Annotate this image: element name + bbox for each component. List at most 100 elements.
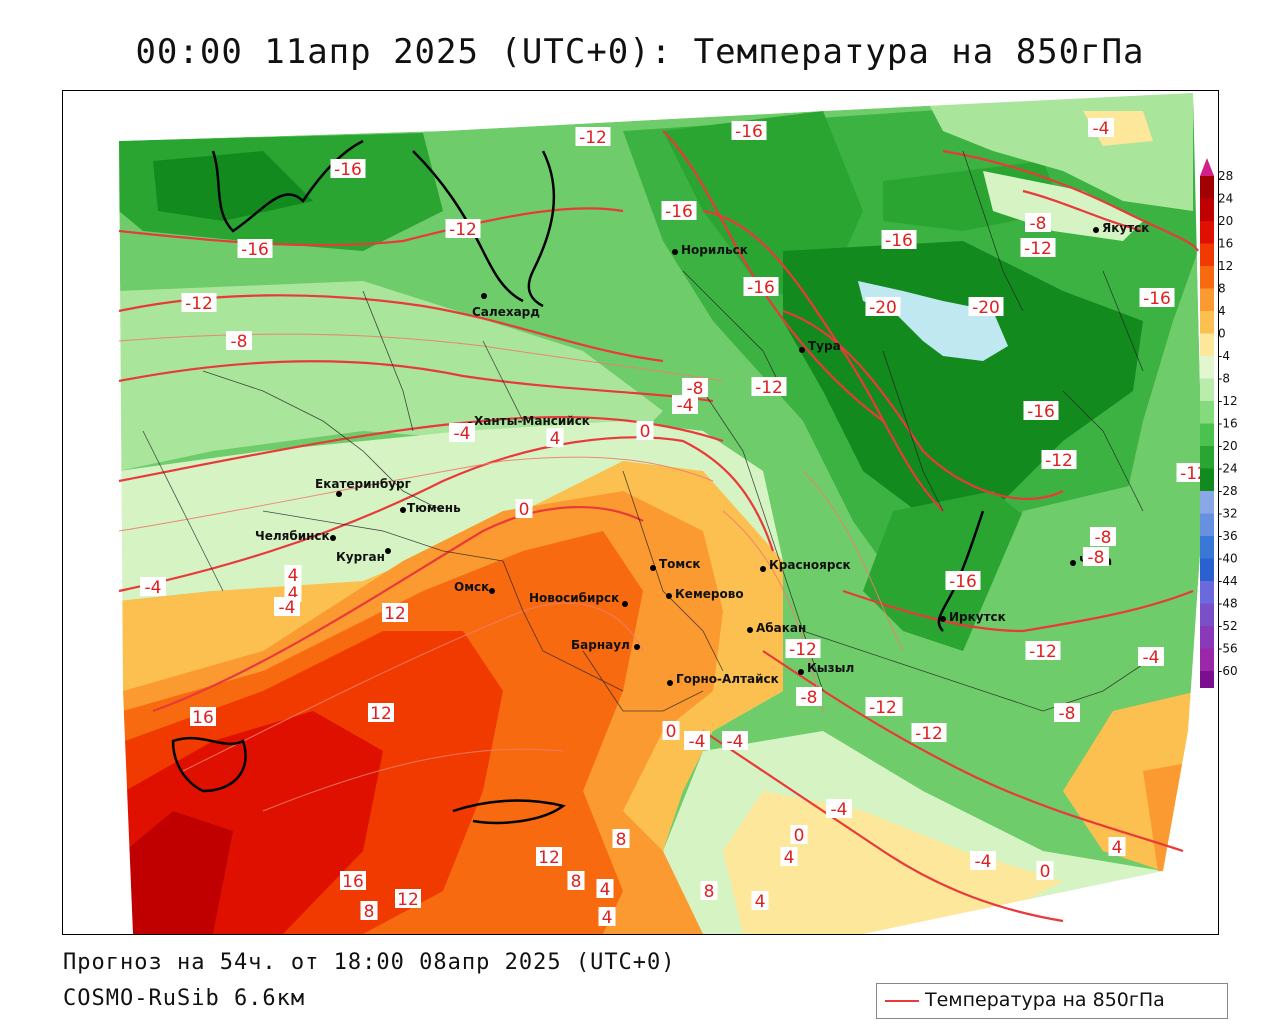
colorbar-swatch <box>1200 423 1214 446</box>
contour-label-bg <box>449 423 475 442</box>
contour-label-bg <box>1054 703 1080 722</box>
contour-label-bg <box>865 297 901 316</box>
colorbar-tick-label: -60 <box>1218 664 1238 678</box>
contour-label: -12 <box>865 697 901 718</box>
contour-label: -8 <box>1083 547 1109 568</box>
contour-label-bg <box>226 331 252 350</box>
city-label: Барнаул <box>571 638 630 652</box>
colorbar-swatch <box>1200 221 1214 244</box>
contour-label-text: 4 <box>550 429 561 449</box>
colorbar-tick-label: -4 <box>1218 349 1230 363</box>
contour-label-text: 8 <box>364 902 375 922</box>
colorbar-tick-label: -44 <box>1218 574 1238 588</box>
contour-label-bg <box>181 293 217 312</box>
contour-label: -8 <box>1054 703 1080 724</box>
colorbar-swatch <box>1200 491 1214 514</box>
contour-label: -16 <box>945 571 981 592</box>
contour-label-bg <box>751 891 769 910</box>
city-marker: Курган <box>336 548 391 564</box>
contour-label: 0 <box>636 421 654 442</box>
colorbar-tick-label: -52 <box>1218 619 1238 633</box>
colorbar-swatch <box>1200 198 1214 221</box>
page-title: 00:00 11апр 2025 (UTC+0): Температура на… <box>135 32 1145 72</box>
contour-label: -8 <box>1025 213 1051 234</box>
contour-label-text: -16 <box>1027 402 1055 422</box>
city-label: Новосибирск <box>529 591 619 605</box>
contour-label-text: -4 <box>727 732 744 752</box>
contour-label-bg <box>612 829 630 848</box>
contour-label: -4 <box>684 731 710 752</box>
colorbar-swatch <box>1200 266 1214 289</box>
contour-label: -12 <box>911 723 947 744</box>
contour-label: 0 <box>1036 861 1054 882</box>
contour-label-bg <box>1139 288 1175 307</box>
colorbar-top-arrow <box>1200 158 1214 176</box>
contour-label-bg <box>598 907 616 926</box>
city-marker: Екатеринбург <box>315 477 411 497</box>
contour-label: 4 <box>780 847 798 868</box>
contour-label: 12 <box>368 703 394 724</box>
contour-label-text: -16 <box>735 122 763 142</box>
contour-label: 12 <box>536 847 562 868</box>
contour-label-text: -12 <box>869 698 897 718</box>
city-marker: Норильск <box>672 243 748 257</box>
contour-label: -12 <box>445 219 481 240</box>
colorbar-tick-label: 8 <box>1218 282 1226 296</box>
colorbar-tick-label: -32 <box>1218 507 1238 521</box>
city-dot <box>760 566 766 572</box>
contour-label: 4 <box>598 907 616 928</box>
colorbar-swatch <box>1200 446 1214 469</box>
contour-label-bg <box>274 597 300 616</box>
colorbar-swatch <box>1200 333 1214 356</box>
contour-label-bg <box>1023 401 1059 420</box>
contour-label-text: -12 <box>789 640 817 660</box>
contour-label-text: 0 <box>1040 862 1051 882</box>
city-marker: Горно-Алтайск <box>667 672 779 686</box>
city-label: Ханты-Мансийск <box>474 414 590 428</box>
colorbar-tick-label: -40 <box>1218 552 1238 566</box>
contour-label-bg <box>536 847 562 866</box>
contour-label: 4 <box>1108 837 1126 858</box>
temperature-map[interactable]: Якутск Норильск Салехард Тура Ханты-Мансийск… <box>62 90 1219 935</box>
contour-label-text: 4 <box>288 566 299 586</box>
contour-label: -4 <box>274 597 300 618</box>
contour-label-text: -16 <box>747 278 775 298</box>
city-dot <box>634 644 640 650</box>
contour-label-bg <box>1036 861 1054 880</box>
city-label: Екатеринбург <box>315 477 411 491</box>
city-label: Тура <box>808 339 841 353</box>
city-dot <box>1093 227 1099 233</box>
city-label: Кызыл <box>807 661 854 675</box>
contour-label-bg <box>785 639 821 658</box>
colorbar-tick-label: -24 <box>1218 462 1238 476</box>
contour-label-text: -12 <box>185 294 213 314</box>
contour-label-text: -16 <box>665 202 693 222</box>
contour-label-bg <box>1108 837 1126 856</box>
contour-label: 12 <box>382 603 408 624</box>
contour-label-text: -16 <box>949 572 977 592</box>
contour-label-text: -20 <box>972 298 1000 318</box>
city-marker: Тура <box>799 339 841 353</box>
contour-label: 16 <box>190 707 216 728</box>
contour-label-bg <box>567 871 585 890</box>
contour-label-text: 4 <box>288 584 299 604</box>
contour-label-text: -8 <box>1059 704 1076 724</box>
colorbar-tick-label: 28 <box>1218 169 1233 183</box>
contour-label-bg <box>661 201 697 220</box>
contour-label: -12 <box>1025 641 1061 662</box>
contour-label-bg <box>596 879 614 898</box>
contour-label: -4 <box>1088 118 1114 139</box>
contour-label-bg <box>515 499 533 518</box>
city-marker: Ханты-Мансийск <box>467 414 590 428</box>
contour-label-bg <box>368 703 394 722</box>
contour-label-bg <box>700 881 718 900</box>
city-label: Норильск <box>681 243 748 257</box>
contour-label-bg <box>140 577 166 596</box>
contour-label-text: 12 <box>538 848 560 868</box>
contour-label-text: -12 <box>1029 642 1057 662</box>
contour-label: -4 <box>672 395 698 416</box>
colorbar-tick-label: -56 <box>1218 642 1238 656</box>
contour-label-text: 8 <box>571 872 582 892</box>
contour-label-bg <box>662 721 680 740</box>
contour-label-bg <box>826 799 852 818</box>
